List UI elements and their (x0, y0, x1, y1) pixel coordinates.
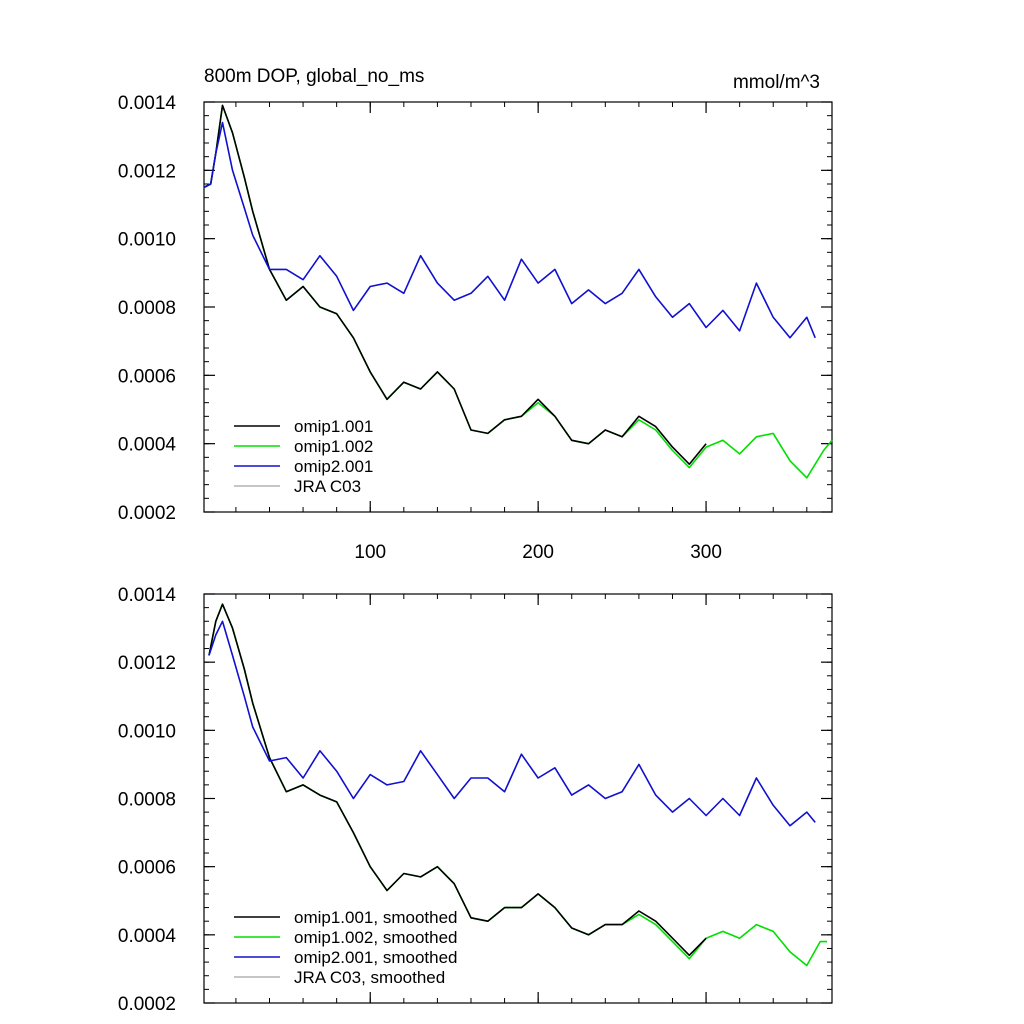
series-line-omip2-001 (208, 620, 816, 827)
legend-label: omip2.001, smoothed (294, 948, 458, 967)
y-tick-label: 0.0002 (118, 994, 176, 1015)
x-tick-label: 200 (522, 542, 554, 563)
panel-title: 800m DOP, global_no_ms (204, 66, 424, 87)
x-tick-label: 300 (690, 542, 722, 563)
y-tick-label: 0.0006 (118, 366, 176, 387)
series-line-omip2-001 (203, 121, 816, 339)
y-tick-label: 0.0014 (118, 585, 177, 606)
y-tick-label: 0.0008 (118, 790, 176, 811)
y-tick-label: 0.0004 (118, 435, 177, 456)
legend-label: JRA C03, smoothed (294, 968, 445, 987)
y-tick-label: 0.0002 (118, 503, 176, 524)
series-line-omip1-001 (208, 603, 707, 957)
top-panel: 0.0002 0.0004 0.0006 0.0008 0.0010 0.0012 0.00… (118, 93, 833, 563)
legend-label: omip1.002, smoothed (294, 928, 458, 947)
bottom-panel: 0.0002 0.0004 0.0006 0.0008 0.0010 0.0012 0.00… (118, 585, 833, 1015)
y-tick-label: 0.0014 (118, 93, 177, 114)
legend-label: omip1.001, smoothed (294, 908, 458, 927)
y-tick-label: 0.0010 (118, 230, 176, 251)
y-tick-label: 0.0010 (118, 721, 176, 742)
x-tick-label: 100 (354, 542, 386, 563)
legend-label: omip1.002 (294, 437, 373, 456)
y-tick-label: 0.0012 (118, 653, 176, 674)
series-line-omip1-001 (203, 104, 707, 466)
units-label: mmol/m^3 (733, 72, 820, 93)
legend-label: JRA C03 (294, 477, 361, 496)
legend-label: omip1.001 (294, 417, 373, 436)
y-tick-label: 0.0006 (118, 858, 176, 879)
y-tick-label: 0.0004 (118, 926, 177, 947)
legend-label: omip2.001 (294, 457, 373, 476)
y-tick-label: 0.0008 (118, 298, 176, 319)
y-tick-label: 0.0012 (118, 161, 176, 182)
